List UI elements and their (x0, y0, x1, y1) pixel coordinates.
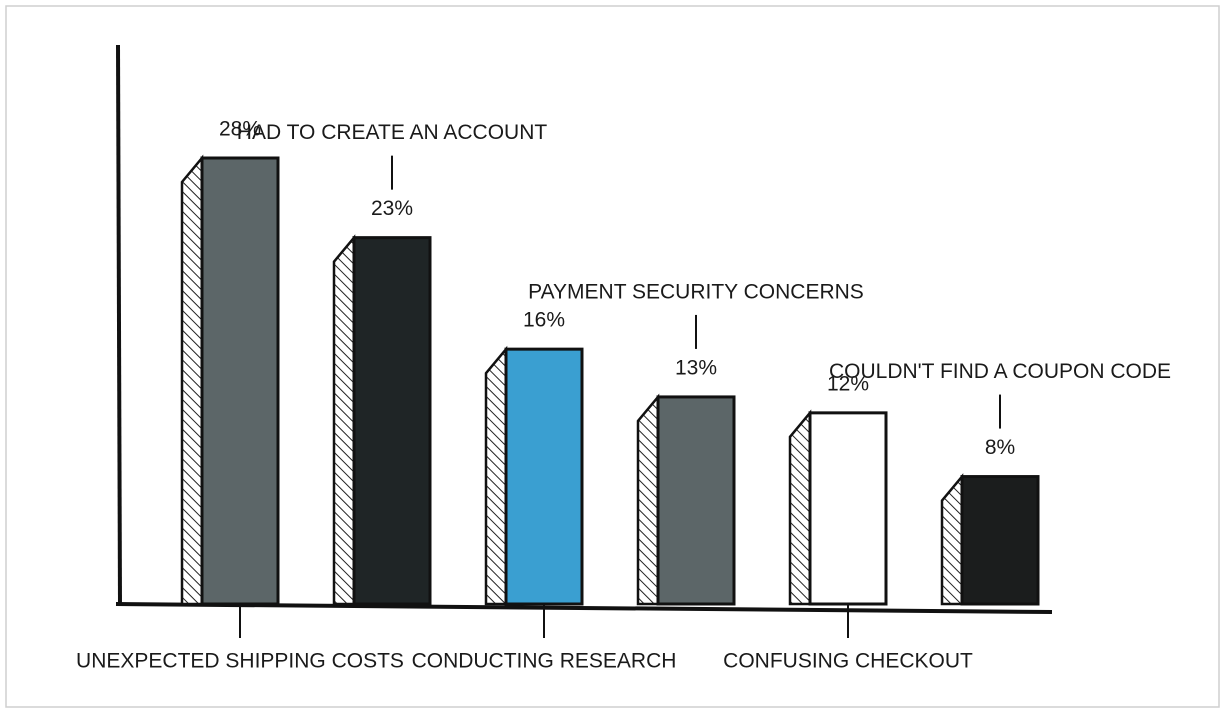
y-axis (116, 44, 122, 607)
bar (960, 475, 1040, 606)
bar (656, 395, 736, 606)
bar-side (636, 393, 660, 606)
bar-side (180, 154, 204, 606)
category-label: COULDN'T FIND A COUPON CODE (829, 360, 1171, 383)
category-label: HAD TO CREATE AN ACCOUNT (237, 121, 548, 144)
bar (808, 411, 888, 606)
value-label: 16% (523, 309, 565, 332)
bar (352, 236, 432, 606)
bar (200, 156, 280, 606)
value-label: 12% (827, 372, 869, 395)
value-label: 28% (219, 118, 261, 141)
category-label: UNEXPECTED SHIPPING COSTS (76, 650, 404, 673)
value-label: 13% (675, 356, 717, 379)
category-label: CONFUSING CHECKOUT (723, 650, 973, 673)
category-label: PAYMENT SECURITY CONCERNS (528, 280, 864, 303)
bar (504, 347, 584, 606)
category-label: CONDUCTING RESEARCH (412, 650, 677, 673)
bar-side (484, 345, 508, 606)
frame (5, 5, 1220, 708)
bar-side (788, 409, 812, 606)
bar-side (332, 234, 356, 606)
bar-side (940, 473, 964, 606)
value-label: 23% (371, 197, 413, 220)
value-label: 8% (985, 436, 1015, 459)
